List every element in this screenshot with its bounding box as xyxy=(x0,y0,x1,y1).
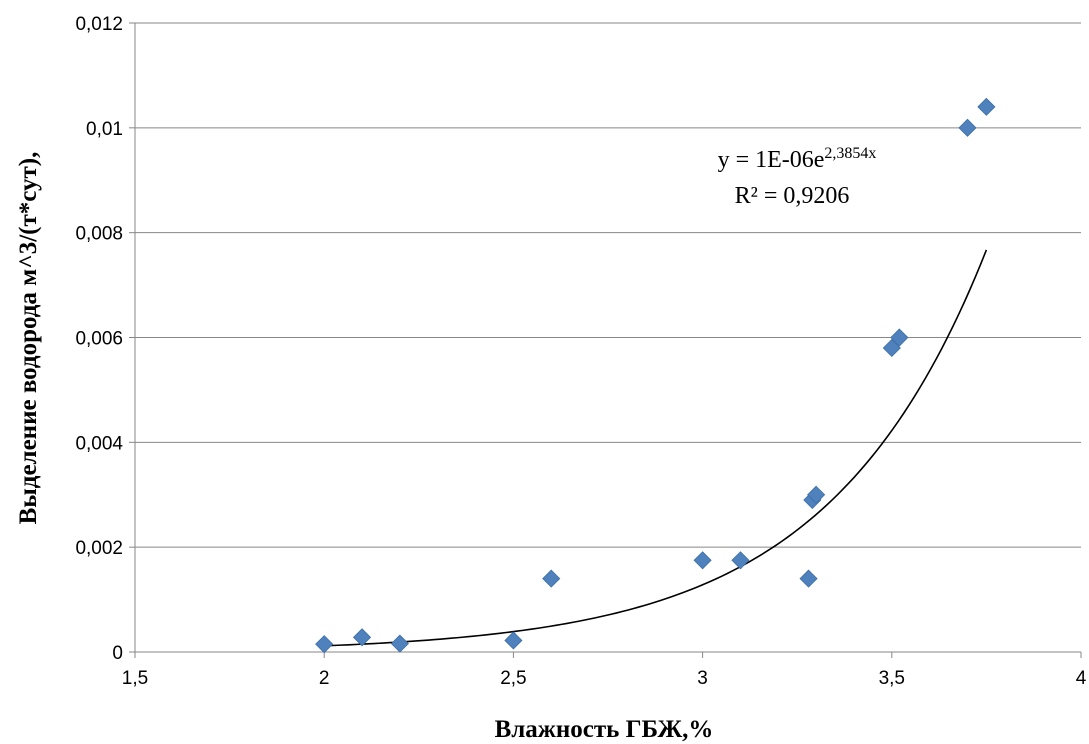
data-point xyxy=(807,485,826,504)
y-axis-title: Выделение водорода м^3/(т*сут), xyxy=(15,152,42,525)
x-tick-label: 3,5 xyxy=(879,668,905,689)
data-point xyxy=(504,631,523,650)
y-tick-label: 0,002 xyxy=(75,538,123,559)
data-points xyxy=(315,97,996,654)
data-point xyxy=(315,635,334,654)
gridlines xyxy=(135,22,1081,548)
data-point xyxy=(693,551,712,570)
data-point xyxy=(352,628,372,647)
x-tick-label: 2,5 xyxy=(500,668,526,689)
data-point xyxy=(390,634,409,653)
x-tick-label: 3 xyxy=(697,668,708,689)
y-tick-label: 0,01 xyxy=(86,119,123,140)
y-tick-label: 0,006 xyxy=(75,329,123,350)
data-point xyxy=(977,97,996,116)
y-tick-labels: 0 0,002 0,004 0,006 0,008 0,01 0,012 xyxy=(75,14,123,664)
data-point xyxy=(542,569,561,588)
trend-equation: y = 1E-06e2,3854x xyxy=(718,145,877,173)
x-tick-labels: 1,5 2 2,5 3 3,5 4 xyxy=(122,668,1087,689)
trend-r-squared: R² = 0,9206 xyxy=(735,183,850,209)
x-tick-label: 4 xyxy=(1076,668,1087,689)
trendline xyxy=(324,249,988,647)
data-point xyxy=(799,569,818,588)
data-point xyxy=(958,118,977,137)
y-tick-label: 0 xyxy=(112,643,123,664)
x-tick-label: 1,5 xyxy=(122,668,148,689)
y-tick-label: 0,008 xyxy=(75,224,123,245)
y-tick-label: 0,012 xyxy=(75,14,123,35)
axes xyxy=(129,22,1082,658)
data-point xyxy=(890,328,909,347)
x-tick-label: 2 xyxy=(319,668,330,689)
x-axis-title: Влажность ГБЖ,% xyxy=(495,716,714,743)
data-point xyxy=(882,338,901,358)
data-point xyxy=(731,551,750,570)
trendline-curve xyxy=(324,249,988,647)
y-tick-label: 0,004 xyxy=(75,433,123,454)
